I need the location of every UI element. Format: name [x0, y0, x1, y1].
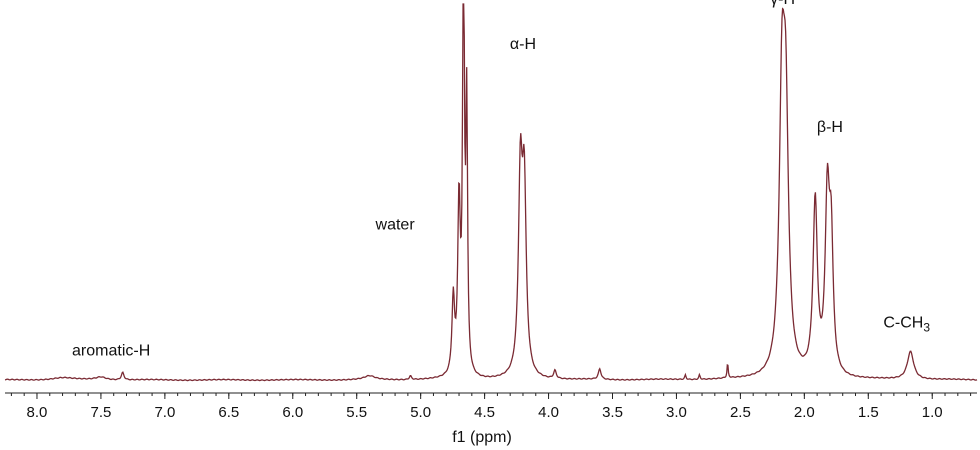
peak-label: β-H	[817, 119, 843, 136]
peak-label: α-H	[510, 36, 536, 53]
x-tick-label: 1.0	[922, 404, 943, 421]
x-tick-label: 3.0	[666, 404, 687, 421]
x-tick-label: 6.5	[218, 404, 239, 421]
peak-label: γ-H	[770, 0, 795, 8]
x-tick-label: 4.0	[538, 404, 559, 421]
peak-label: aromatic-H	[72, 343, 150, 360]
x-tick-label: 2.0	[794, 404, 815, 421]
x-tick-label: 1.5	[858, 404, 879, 421]
x-tick-label: 5.5	[346, 404, 367, 421]
plot-area	[4, 3, 978, 382]
x-tick-label: 4.5	[474, 404, 495, 421]
peak-annotations: aromatic-H water α-H γ-H β-H C-CH3	[72, 0, 930, 360]
x-tick-label: 5.0	[410, 404, 431, 421]
x-tick-label: 8.0	[27, 404, 48, 421]
spectrum-line	[4, 3, 978, 382]
x-axis: 8.0 7.5 7.0 6.5 6.0 5.5 5.0 4.5 4.0 3.5 3.0 2.5 2.0 1…	[5, 392, 977, 421]
x-tick-label: 2.5	[730, 404, 751, 421]
peak-label: water	[375, 217, 416, 234]
x-tick-label: 7.5	[90, 404, 111, 421]
x-tick-label: 3.5	[602, 404, 623, 421]
x-axis-label: f1 (ppm)	[452, 429, 512, 446]
x-tick-label: 7.0	[154, 404, 175, 421]
peak-label: C-CH3	[883, 314, 930, 334]
x-tick-label: 6.0	[282, 404, 303, 421]
